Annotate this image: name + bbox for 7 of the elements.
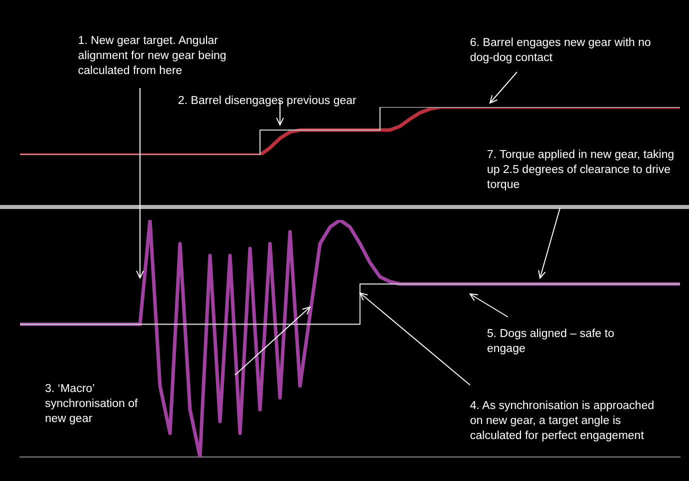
- annotation: 2. Barrel disengages previous gear: [178, 94, 358, 109]
- text: 1. New gear target. Angular alignment for new gear being calculated from here: [78, 34, 228, 79]
- annotation: 5. Dogs aligned – safe to engage: [487, 327, 616, 357]
- annotation: 7. Torque applied in new gear, taking up 2.5 degrees of clearance to drive torque: [487, 148, 676, 193]
- annotation: 3. ‘Macro’ synchronisation of new gear: [45, 382, 139, 427]
- text: 6. Barrel engages new gear with no dog-dog contact: [470, 36, 652, 66]
- annotation: 4. As synchronisation is approached on new gear, a target angle is calculated for perfect engagement: [470, 399, 656, 444]
